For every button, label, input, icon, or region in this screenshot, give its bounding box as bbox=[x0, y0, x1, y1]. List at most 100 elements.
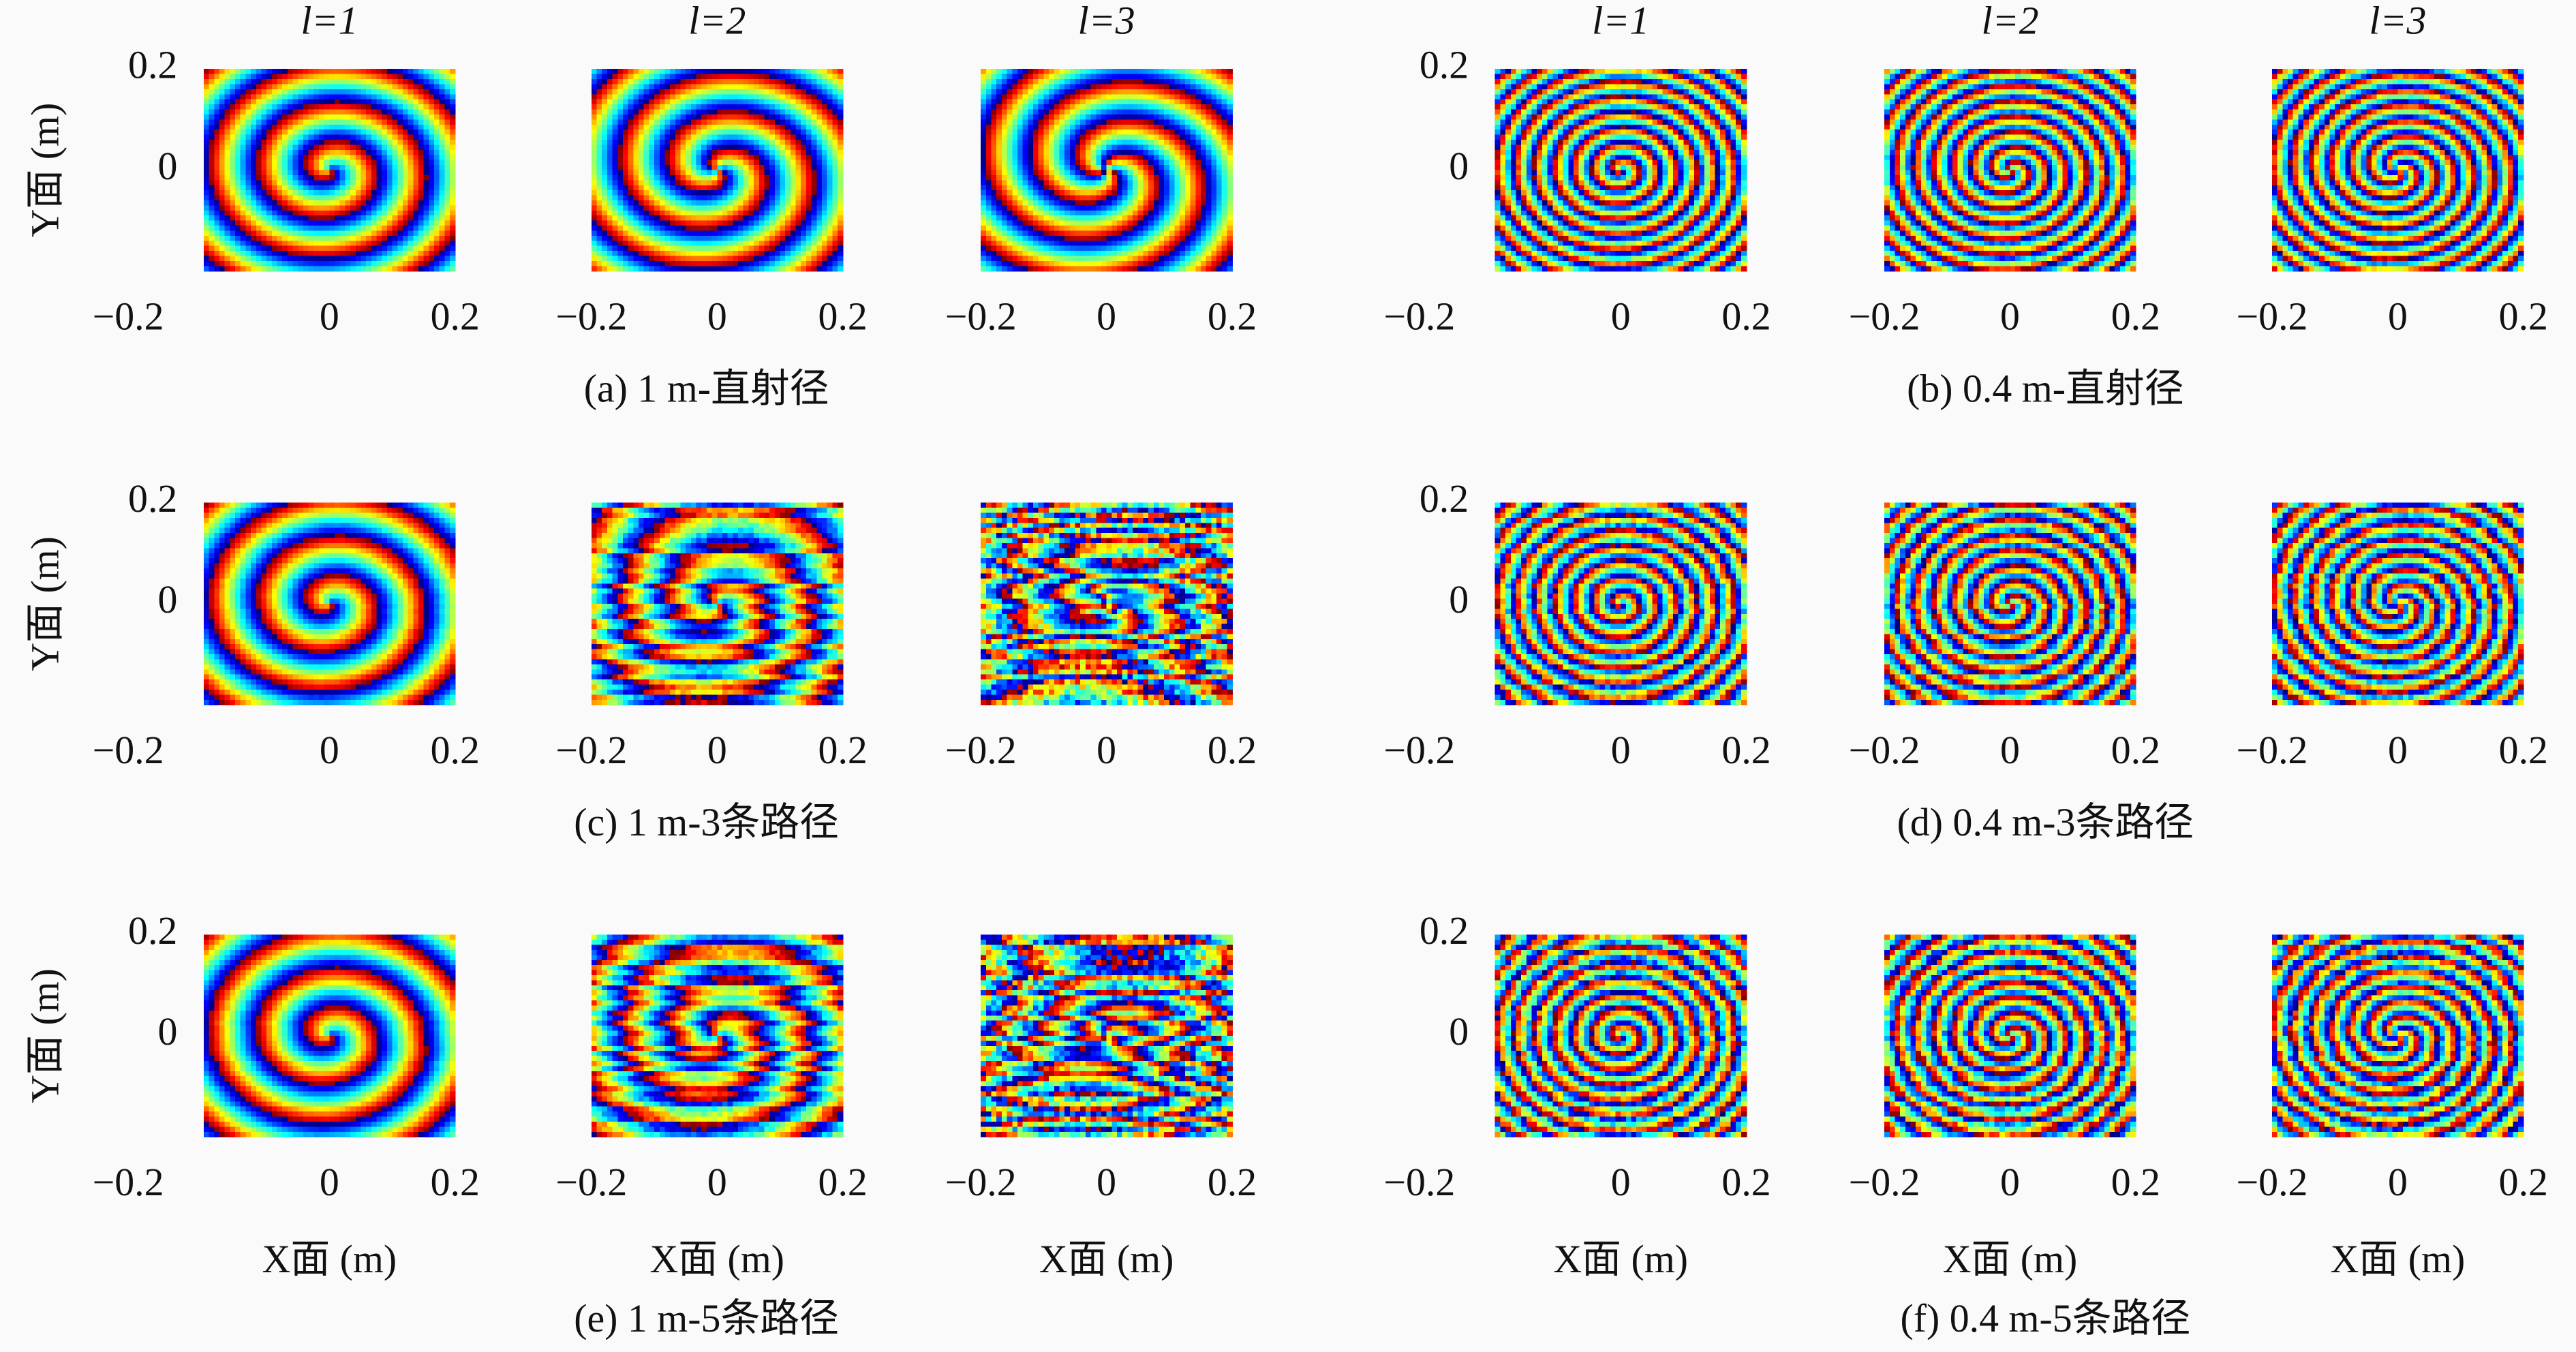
phase-cell bbox=[754, 149, 760, 156]
phase-cell bbox=[1069, 174, 1076, 181]
phase-cell bbox=[251, 220, 257, 226]
phase-cell bbox=[748, 109, 754, 115]
phase-cell bbox=[806, 195, 812, 201]
phase-cell bbox=[397, 185, 403, 191]
phase-cell bbox=[402, 170, 409, 176]
phase-cell bbox=[991, 170, 997, 176]
phase-cell bbox=[596, 195, 602, 201]
phase-cell bbox=[209, 114, 215, 121]
phase-cell bbox=[1096, 174, 1102, 181]
phase-cell bbox=[319, 215, 325, 221]
phase-cell bbox=[1184, 109, 1191, 115]
phase-cell bbox=[643, 210, 650, 216]
phase-cell bbox=[292, 195, 298, 201]
phase-cell bbox=[617, 215, 624, 221]
phase-cell bbox=[722, 79, 729, 85]
phase-cell bbox=[738, 215, 744, 221]
phase-cell bbox=[1049, 84, 1055, 90]
phase-cell bbox=[758, 129, 765, 136]
phase-cell bbox=[795, 220, 801, 226]
phase-cell bbox=[738, 170, 744, 176]
phase-cell bbox=[795, 256, 801, 262]
phase-cell bbox=[292, 241, 298, 247]
phase-cell bbox=[214, 170, 220, 176]
phase-cell bbox=[423, 174, 430, 181]
phase-cell bbox=[1017, 114, 1024, 121]
phase-cell bbox=[287, 140, 294, 146]
phase-cell bbox=[287, 226, 294, 232]
phase-cell bbox=[1085, 114, 1092, 121]
phase-cell bbox=[717, 74, 723, 80]
phase-cell bbox=[701, 195, 707, 201]
phase-cell bbox=[439, 256, 446, 262]
phase-cell bbox=[1012, 170, 1018, 176]
phase-cell bbox=[266, 89, 273, 95]
phase-cell bbox=[754, 140, 760, 146]
phase-cell bbox=[838, 174, 844, 181]
phase-cell bbox=[639, 266, 645, 272]
phase-cell bbox=[643, 220, 650, 226]
phase-cell bbox=[271, 190, 278, 196]
phase-cell bbox=[376, 159, 382, 166]
phase-cell bbox=[271, 170, 278, 176]
phase-cell bbox=[639, 215, 645, 221]
phase-cell bbox=[308, 89, 315, 95]
phase-cell bbox=[1096, 159, 1102, 166]
phase-cell bbox=[402, 256, 409, 262]
phase-cell bbox=[659, 256, 666, 262]
phase-cell bbox=[209, 260, 215, 267]
phase-cell bbox=[596, 114, 602, 121]
phase-cell bbox=[816, 174, 823, 181]
phase-cell bbox=[985, 99, 992, 105]
phase-cell bbox=[596, 241, 602, 247]
phase-cell bbox=[235, 256, 241, 262]
phase-cell bbox=[1022, 144, 1029, 151]
phase-cell bbox=[335, 230, 341, 236]
phase-cell bbox=[675, 74, 681, 80]
phase-cell bbox=[706, 89, 713, 95]
phase-cell bbox=[654, 180, 660, 186]
phase-cell bbox=[659, 124, 666, 130]
phase-cell bbox=[292, 69, 298, 75]
phase-cell bbox=[706, 195, 713, 201]
phase-cell bbox=[429, 129, 435, 136]
phase-cell bbox=[1069, 99, 1076, 105]
phase-cell bbox=[1101, 69, 1107, 75]
phase-cell bbox=[261, 266, 267, 272]
phase-cell bbox=[612, 260, 619, 267]
phase-cell bbox=[361, 149, 367, 156]
phase-cell bbox=[256, 74, 262, 80]
phase-cell bbox=[1085, 89, 1092, 95]
phase-cell bbox=[240, 165, 247, 171]
phase-cell bbox=[1169, 134, 1176, 140]
phase-cell bbox=[622, 251, 629, 257]
phase-cell bbox=[1127, 79, 1133, 85]
phase-cell bbox=[827, 180, 833, 186]
phase-cell bbox=[1017, 149, 1024, 156]
phase-cell bbox=[298, 251, 304, 257]
phase-cell bbox=[261, 119, 267, 125]
phase-cell bbox=[339, 190, 346, 196]
phase-cell bbox=[434, 165, 440, 171]
phase-cell bbox=[298, 159, 304, 166]
phase-cell bbox=[1122, 134, 1129, 140]
phase-cell bbox=[224, 114, 231, 121]
phase-cell bbox=[821, 114, 828, 121]
phase-cell bbox=[271, 159, 278, 166]
phase-cell bbox=[754, 84, 760, 90]
phase-cell bbox=[733, 195, 739, 201]
phase-cell bbox=[418, 134, 425, 140]
phase-cell bbox=[287, 144, 294, 151]
phase-cell bbox=[1111, 155, 1118, 161]
phase-cell bbox=[1043, 185, 1049, 191]
phase-cell bbox=[680, 114, 686, 121]
phase-cell bbox=[1033, 140, 1039, 146]
phase-cell bbox=[240, 114, 247, 121]
phase-cell bbox=[617, 89, 624, 95]
phase-cell bbox=[1137, 149, 1144, 156]
phase-cell bbox=[1137, 134, 1144, 140]
phase-cell bbox=[298, 114, 304, 121]
phase-cell bbox=[1159, 114, 1165, 121]
phase-cell bbox=[382, 89, 388, 95]
phase-cell bbox=[795, 89, 801, 95]
